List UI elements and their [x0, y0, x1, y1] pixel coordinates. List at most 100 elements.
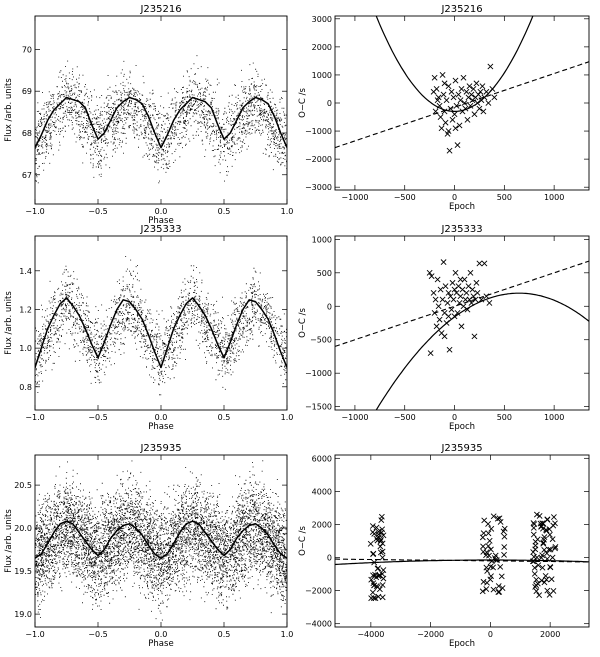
oc-point: [552, 520, 558, 527]
x-tick-label: 0.0: [155, 413, 168, 422]
x-tick-label: 500: [497, 413, 512, 422]
oc-point: [544, 587, 551, 594]
oc-point: [529, 558, 536, 565]
oc-point: [495, 589, 502, 595]
oc-point: [441, 333, 448, 340]
y-tick-label: 1000: [312, 71, 332, 80]
oc-point: [480, 543, 486, 550]
oc-point: [490, 586, 497, 593]
oc-point: [372, 595, 379, 602]
oc-point: [541, 579, 548, 586]
oc-point: [379, 594, 386, 601]
oc-point: [487, 576, 494, 583]
y-tick-label: −1000: [305, 369, 332, 378]
oc-point: [431, 74, 438, 81]
plot-frame: [34, 15, 288, 205]
oc-point: [434, 276, 441, 283]
oc-point: [443, 97, 450, 104]
oc-point: [531, 564, 538, 571]
x-tick-label: 500: [497, 193, 512, 202]
x-tick-label: −1.0: [25, 413, 44, 422]
oc-point: [376, 572, 383, 579]
oc-point: [480, 578, 487, 585]
oc-point: [453, 102, 460, 109]
oc-point: [476, 105, 483, 112]
oc-point: [501, 544, 508, 550]
oc-point: [480, 530, 487, 537]
oc-point: [455, 91, 462, 98]
oc-point: [449, 279, 456, 286]
y-tick-label: 68: [22, 129, 32, 138]
oc-point: [468, 91, 475, 98]
oc-point: [430, 289, 437, 296]
oc-point: [460, 74, 467, 81]
oc-point: [370, 551, 376, 558]
x-tick-label: −500: [394, 413, 416, 422]
y-tick-label: 0.8: [19, 383, 32, 392]
oc-point: [449, 116, 456, 123]
oc-point: [444, 300, 451, 306]
y-tick-label: 500: [317, 269, 332, 278]
y-tick-label: −3000: [305, 183, 332, 192]
panel-6: J235935 −4000 −2000 0 2000 −4000 −2000 0 2000 400…: [298, 443, 590, 649]
oc-point: [370, 572, 376, 579]
oc-point: [548, 576, 555, 583]
oc-point: [378, 529, 385, 536]
oc-point: [481, 517, 488, 524]
oc-point: [533, 576, 540, 583]
oc-point: [456, 122, 463, 129]
oc-point: [467, 269, 474, 276]
y-tick-label: 6000: [312, 454, 332, 463]
y-tick-label: −1000: [305, 127, 332, 136]
x-tick-label: −0.5: [88, 413, 107, 422]
oc-point: [479, 588, 486, 595]
y-tick-label: 0: [327, 554, 332, 563]
oc-point: [543, 527, 550, 534]
oc-point: [426, 269, 433, 276]
oc-point: [477, 88, 484, 95]
y-tick-label: −2000: [305, 155, 332, 164]
oc-point: [377, 538, 384, 545]
chart-title: J235935: [139, 443, 181, 454]
oc-point: [380, 532, 387, 539]
oc-point: [445, 128, 452, 134]
oc-point: [367, 540, 374, 547]
oc-point: [452, 77, 459, 84]
y-tick-label: 4000: [312, 487, 332, 496]
x-axis-label: Epoch: [449, 422, 475, 432]
oc-point: [457, 293, 464, 300]
y-axis-label: Flux /arb. units: [4, 78, 14, 142]
oc-point: [546, 591, 553, 598]
chart-title: J235333: [139, 224, 181, 235]
oc-point: [450, 296, 457, 303]
oc-point: [430, 88, 437, 95]
x-tick-label: 0.5: [218, 413, 231, 422]
oc-point: [470, 293, 477, 300]
x-tick-label: −1000: [341, 413, 368, 422]
oc-point: [498, 573, 505, 580]
oc-point: [459, 286, 466, 293]
oc-point: [485, 100, 492, 106]
oc-point: [535, 562, 542, 569]
oc-point: [484, 568, 491, 574]
oc-point: [373, 574, 380, 581]
x-tick-label: 1000: [544, 413, 564, 422]
oc-point: [486, 537, 493, 544]
y-tick-label: −1500: [305, 403, 332, 412]
oc-point: [537, 520, 544, 527]
oc-point: [470, 86, 477, 92]
oc-point: [500, 528, 507, 535]
oc-point: [531, 570, 538, 577]
oc-point: [378, 513, 385, 520]
oc-point: [471, 333, 478, 340]
y-tick-label: 70: [22, 45, 32, 54]
oc-point: [438, 125, 445, 132]
oc-point: [533, 588, 540, 595]
x-tick-label: −500: [394, 193, 416, 202]
oc-point: [437, 286, 444, 293]
flux-scatter-points: [35, 256, 287, 396]
oc-point: [379, 582, 386, 588]
oc-point: [491, 94, 498, 101]
binned-light-curve: [35, 520, 287, 559]
